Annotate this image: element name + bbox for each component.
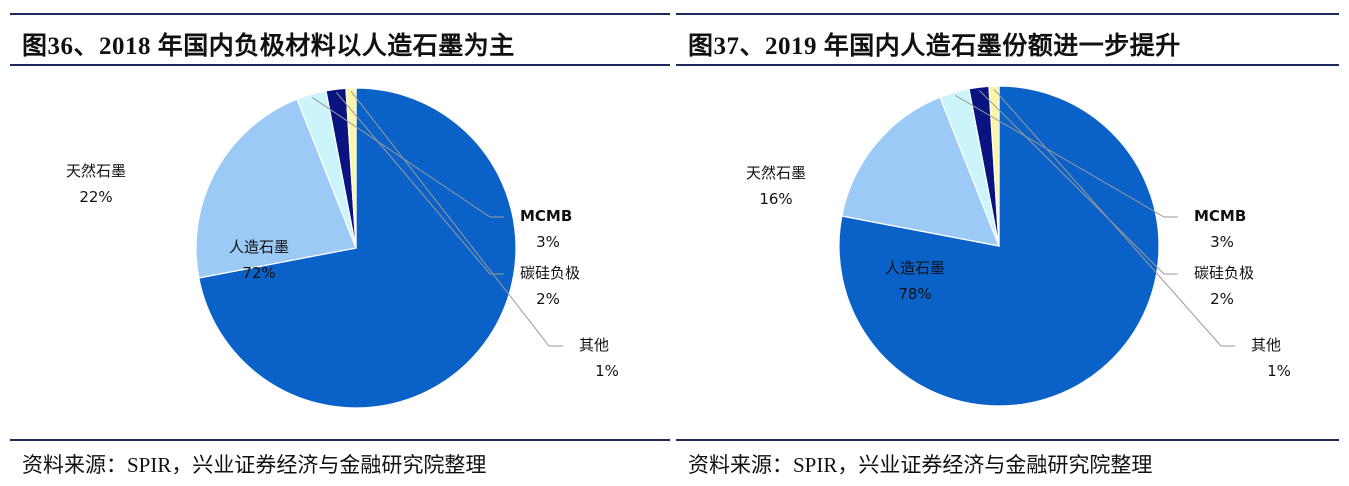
chart-panel-2018: 图36、2018 年国内负极材料以人造石墨为主 人造石墨 72% 天然石墨 22% MC… (10, 0, 670, 486)
leader-line-3 (311, 97, 504, 218)
bottom-rule (676, 439, 1339, 441)
chart-panel-2019: 图37、2019 年国内人造石墨份额进一步提升 人造石墨 78% 天然石墨 16% MC… (676, 0, 1339, 486)
pie-chart-2019: 人造石墨 78% 天然石墨 16% MCMB 3% 碳硅负极 2% 其他 1% (746, 85, 1291, 407)
slice-name-label: 天然石墨 (746, 164, 806, 182)
slice-name-label: 天然石墨 (66, 162, 126, 180)
slice-value-label: 22% (79, 188, 112, 206)
slice-value-label: 1% (595, 362, 619, 380)
slice-name-label: 人造石墨 (229, 238, 289, 256)
slice-name-label: 碳硅负极 (520, 264, 580, 282)
leader-line-4 (335, 92, 504, 275)
bottom-rule (10, 439, 670, 441)
title-rule (676, 64, 1339, 66)
leader-line-5 (350, 90, 563, 347)
leader-line-4 (978, 90, 1178, 275)
figure-title: 图36、2018 年国内负极材料以人造石墨为主 (22, 33, 515, 60)
slice-name-label: 碳硅负极 (1194, 264, 1254, 282)
top-rule (676, 13, 1339, 15)
slice-value-label: 72% (242, 264, 275, 282)
pie-slice-2 (841, 96, 1000, 247)
slice-value-label: 16% (759, 190, 792, 208)
leader-line-5 (993, 88, 1235, 347)
slice-value-label: 2% (1210, 290, 1234, 308)
slice-name-label: MCMB (520, 207, 572, 225)
slice-name-label: 其他 (1251, 336, 1281, 354)
slice-name-label: 其他 (579, 336, 609, 354)
pie-slice-1 (198, 87, 517, 409)
source-note: 资料来源：SPIR，兴业证券经济与金融研究院整理 (688, 453, 1153, 477)
source-note: 资料来源：SPIR，兴业证券经济与金融研究院整理 (22, 453, 487, 477)
slice-value-label: 78% (898, 285, 931, 303)
pie-slice-5 (988, 85, 1000, 247)
slice-name-label: MCMB (1194, 207, 1246, 225)
slice-value-label: 2% (536, 290, 560, 308)
title-rule (10, 64, 670, 66)
slice-value-label: 1% (1267, 362, 1291, 380)
slice-value-label: 3% (536, 233, 560, 251)
figure-title: 图37、2019 年国内人造石墨份额进一步提升 (688, 33, 1181, 60)
top-rule (10, 13, 670, 15)
pie-chart-2018: 人造石墨 72% 天然石墨 22% MCMB 3% 碳硅负极 2% 其他 1% (66, 87, 619, 409)
pie-slice-5 (345, 87, 357, 249)
slice-name-label: 人造石墨 (885, 259, 945, 277)
pie-slice-2 (195, 98, 357, 279)
slice-value-label: 3% (1210, 233, 1234, 251)
